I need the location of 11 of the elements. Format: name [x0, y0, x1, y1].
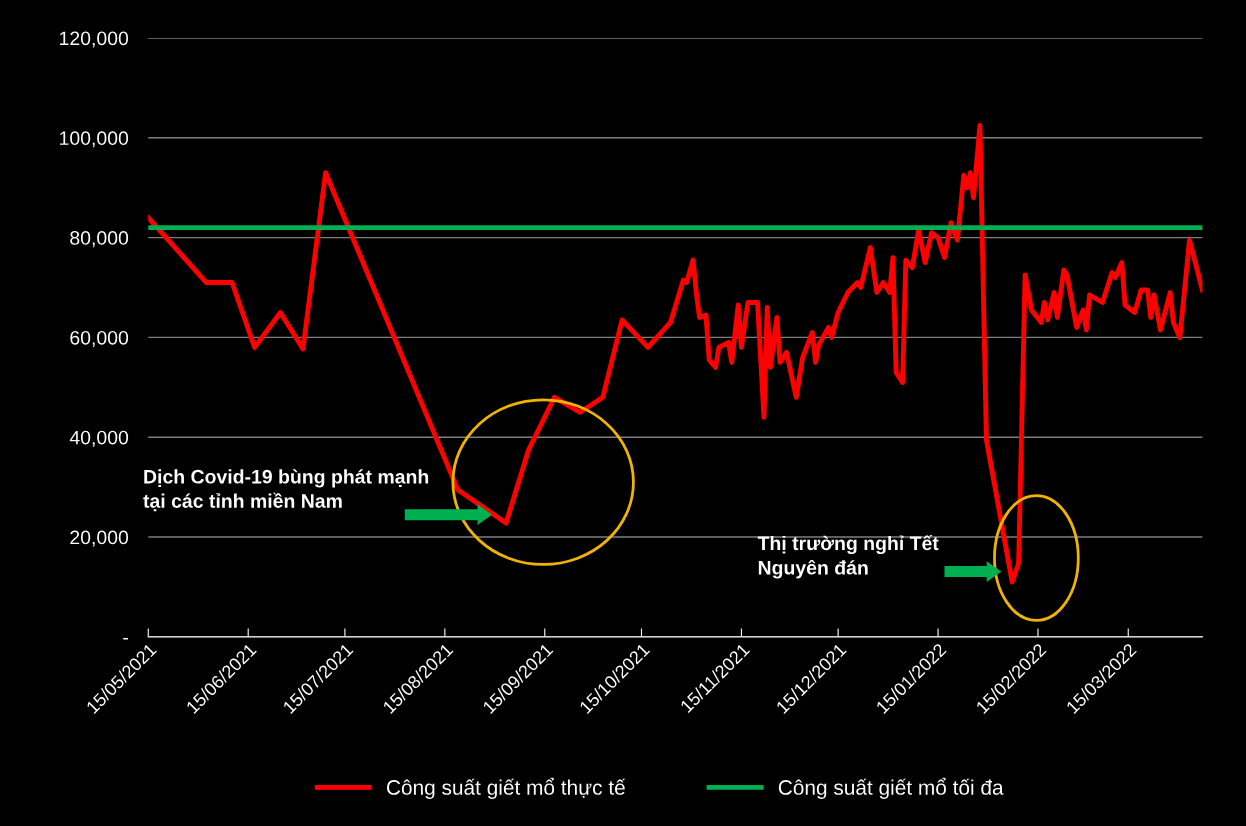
annotation: Dịch Covid-19 bùng phát mạnh tại các tỉnh miền Nam	[143, 469, 429, 512]
y-tick-label: 20,000	[70, 530, 129, 547]
y-tick-label: -	[123, 637, 128, 640]
y-tick-label: 40,000	[69, 430, 129, 447]
annotation: Thị trường nghỉ Tết Nguyên đán	[757, 535, 939, 579]
y-tick-label: 120,000	[60, 31, 129, 48]
y-tick-label: 60,000	[70, 330, 129, 347]
y-tick-label: 80,000	[70, 231, 129, 248]
legend-label: Công suất giết mổ tối đa	[778, 777, 1004, 799]
y-tick-label: 100,000	[60, 131, 129, 148]
legend-label: Công suất giết mổ thực tế	[386, 777, 626, 799]
